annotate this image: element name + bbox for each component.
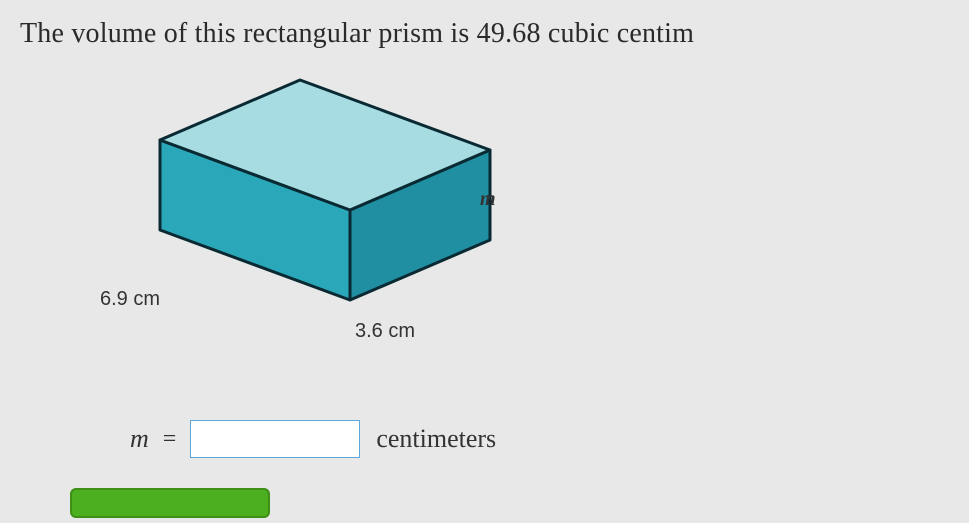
answer-input[interactable] [190,420,360,458]
prism-diagram: m 6.9 cm 3.6 cm [80,70,580,390]
dimension-width-label: 3.6 cm [355,320,415,343]
prism-svg [80,70,580,370]
submit-button[interactable] [70,488,270,518]
question-text: The volume of this rectangular prism is … [20,18,969,50]
dimension-m-label: m [480,188,496,211]
answer-row: m = centimeters [130,420,969,458]
answer-unit: centimeters [376,424,496,454]
dimension-length-label: 6.9 cm [100,288,160,311]
answer-variable: m [130,424,149,454]
answer-equals: = [163,426,177,453]
